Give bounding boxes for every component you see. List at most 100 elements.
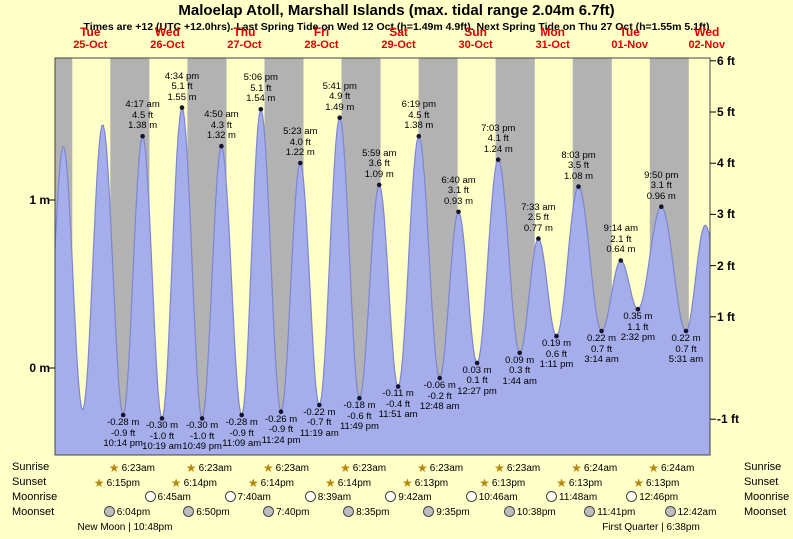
tide-label-line: -0.9 ft xyxy=(229,427,254,439)
tide-label-line: 3.5 ft xyxy=(567,160,590,172)
moonrise-time: 7:40am xyxy=(237,492,271,503)
tide-label-line: 0.22 m xyxy=(587,333,617,345)
y-axis-right-label: -1 ft xyxy=(717,412,739,427)
tide-label-line: 5:59 am xyxy=(362,147,397,159)
moonrise-entry: 8:39am xyxy=(304,491,351,504)
sun-star-icon: ★ xyxy=(571,461,582,475)
tide-high-label: 6:40 am 3.1 ft 0.93 m xyxy=(429,175,487,208)
tide-extreme-dot xyxy=(159,416,165,421)
moonset-circle-icon xyxy=(423,506,435,517)
tide-label-line: 0.7 ft xyxy=(675,343,697,355)
tide-label-line: 11:51 am xyxy=(378,409,418,421)
tide-label-line: -0.9 ft xyxy=(111,427,136,439)
day-name: Wed xyxy=(694,25,720,39)
tide-label-line: 1:11 pm xyxy=(539,359,574,371)
moonset-time: 11:41pm xyxy=(597,507,636,518)
tide-label-line: 4.5 ft xyxy=(132,109,154,121)
sun-star-icon: ★ xyxy=(108,461,120,475)
tide-label-line: 12:48 am xyxy=(419,401,460,413)
tide-label-line: 1.24 m xyxy=(483,143,513,155)
day-name: Tue xyxy=(80,25,101,39)
moonset-circle-icon xyxy=(664,506,676,517)
tide-label-line: 1.08 m xyxy=(563,170,594,182)
tide-label-line: 0.09 m xyxy=(505,354,535,366)
tide-label-line: -0.28 m xyxy=(107,417,140,429)
sun-star-icon: ★ xyxy=(648,461,659,475)
tide-high-label: 4:50 am 4.3 ft 1.32 m xyxy=(192,110,250,142)
sunrise-time: 6:24am xyxy=(583,463,618,474)
tide-label-line: 1.09 m xyxy=(364,168,394,180)
sunrise-entry: ★ 6:23am xyxy=(340,461,386,475)
tide-label-line: -0.26 m xyxy=(264,413,298,425)
tide-label-line: 1.38 m xyxy=(128,120,158,132)
astro-row-label-left-sunset: Sunset xyxy=(12,476,47,488)
astro-row-label-right-moonset: Moonset xyxy=(744,506,787,518)
tide-extreme-dot xyxy=(199,416,205,421)
moonset-time: 6:50pm xyxy=(196,507,230,518)
day-date: 26-Oct xyxy=(150,39,185,51)
day-name: Thu xyxy=(233,25,256,39)
sun-star-icon: ★ xyxy=(93,476,105,490)
tide-extreme-dot xyxy=(376,182,382,188)
tide-extreme-dot xyxy=(659,204,664,209)
astro-row-label-right-sunset: Sunset xyxy=(744,476,779,488)
tide-label-line: -0.30 m xyxy=(145,420,179,432)
tide-low-label: 0.22 m 0.7 ft 3:14 am xyxy=(573,334,631,366)
tide-label-line: 0.64 m xyxy=(606,244,636,256)
tide-label-line: 1.49 m xyxy=(325,101,355,113)
tide-label-line: 12:27 pm xyxy=(457,385,497,397)
tide-high-label: 6:19 pm 4.5 ft 1.38 m xyxy=(390,100,448,132)
tide-label-line: 5:31 am xyxy=(668,354,704,366)
tide-extreme-dot xyxy=(337,115,343,120)
tide-label-line: 0.3 ft xyxy=(509,365,531,377)
tide-label-line: -1.0 ft xyxy=(149,430,175,442)
tide-extreme-dot xyxy=(517,350,522,356)
tide-extreme-dot xyxy=(437,375,443,381)
tide-extreme-dot xyxy=(239,412,244,418)
tide-label-line: 4:34 pm xyxy=(164,70,200,82)
moonrise-entry: 9:42am xyxy=(385,491,432,504)
tide-extreme-dot xyxy=(456,209,461,215)
day-date: 27-Oct xyxy=(227,39,262,51)
sun-star-icon: ★ xyxy=(402,476,413,490)
tide-label-line: 3:14 am xyxy=(584,354,619,366)
sunset-time: 6:14pm xyxy=(183,478,217,489)
sun-star-icon: ★ xyxy=(340,461,351,475)
tide-label-line: 0.19 m xyxy=(541,338,571,350)
tide-extreme-dot xyxy=(495,157,501,162)
page-title: Maloelap Atoll, Marshall Islands (max. t… xyxy=(178,2,615,19)
tide-extreme-dot xyxy=(395,384,401,389)
tide-extreme-dot xyxy=(120,412,126,418)
sunrise-time: 6:23am xyxy=(429,463,464,474)
day-header: Thu 27-Oct xyxy=(202,26,286,52)
tide-label-line: 0.22 m xyxy=(671,333,701,345)
tide-label-line: 9:14 am xyxy=(603,223,638,235)
tide-label-line: -0.11 m xyxy=(382,388,414,400)
astro-row-label-right-sunrise: Sunrise xyxy=(744,461,782,473)
moonrise-circle-icon xyxy=(626,491,638,502)
tide-label-line: -0.30 m xyxy=(185,420,219,432)
day-header: Wed 02-Nov xyxy=(665,26,749,52)
astro-row-label-left-moonrise: Moonrise xyxy=(12,491,58,503)
sun-star-icon: ★ xyxy=(247,476,259,490)
tide-label-line: 6:19 pm xyxy=(401,99,436,111)
sunrise-entry: ★ 6:23am xyxy=(417,461,464,475)
tide-label-line: -0.9 ft xyxy=(268,424,294,436)
sunset-time: 6:14pm xyxy=(260,478,295,489)
y-axis-right-label: 4 ft xyxy=(717,156,735,171)
tide-low-label: 0.35 m 1.1 ft 2:32 pm xyxy=(609,312,667,344)
tide-high-label: 9:14 am 2.1 ft 0.64 m xyxy=(592,224,650,256)
sunrise-entry: ★ 6:24am xyxy=(648,461,694,475)
tide-label-line: 0.6 ft xyxy=(545,348,568,360)
day-header: Tue 01-Nov xyxy=(588,26,672,52)
tide-label-line: -0.06 m xyxy=(423,380,456,392)
sun-star-icon: ★ xyxy=(185,461,197,475)
moonrise-circle-icon xyxy=(465,491,477,502)
moonset-entry: 6:04pm xyxy=(103,506,150,519)
tide-label-line: 4.3 ft xyxy=(210,119,232,131)
tide-label-line: 5:06 pm xyxy=(243,72,278,84)
tide-label-line: -0.22 m xyxy=(303,406,336,418)
tide-label-line: 4:17 am xyxy=(125,99,160,111)
